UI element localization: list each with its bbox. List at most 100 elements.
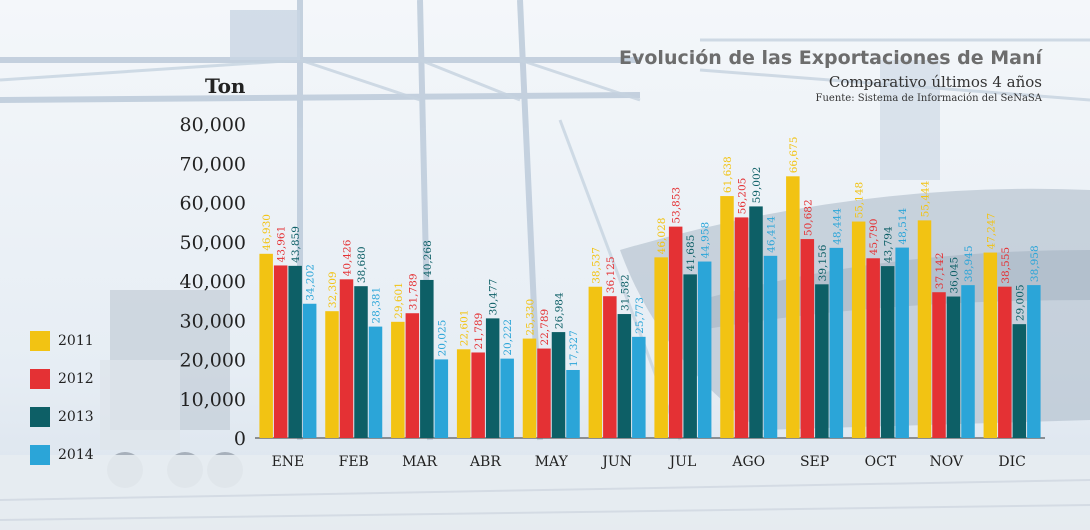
data-label: 44,958 [700, 222, 712, 259]
bar-2012-may [537, 348, 551, 438]
data-label: 21,789 [473, 313, 485, 350]
data-label: 55,148 [854, 182, 866, 219]
data-label: 31,582 [619, 274, 631, 311]
legend: 2011 2012 2013 2014 [30, 322, 94, 474]
data-label: 46,414 [766, 216, 778, 253]
data-label: 61,638 [722, 156, 734, 193]
bar-2013-sep [815, 284, 829, 438]
x-tick-label: MAY [535, 454, 569, 470]
data-label: 55,444 [920, 180, 932, 217]
y-tick-label: 0 [234, 428, 246, 450]
bar-2014-jul [697, 261, 712, 438]
x-tick-label: AGO [731, 454, 765, 470]
data-label: 22,789 [539, 309, 551, 346]
data-label: 25,773 [634, 297, 646, 334]
bar-2012-nov [932, 292, 946, 438]
y-tick-label: 50,000 [180, 232, 246, 254]
y-tick-label: 70,000 [180, 153, 246, 175]
data-label: 46,028 [656, 218, 668, 255]
legend-label: 2011 [58, 333, 94, 349]
data-label: 48,444 [831, 208, 843, 245]
bar-2011-jun [588, 286, 603, 438]
y-tick-label: 30,000 [180, 310, 246, 332]
data-label: 40,268 [422, 240, 434, 277]
bar-2014-ene [302, 303, 317, 438]
bar-2011-jul [654, 257, 668, 438]
bar-2011-mar [391, 321, 405, 438]
bar-2014-feb [368, 326, 383, 438]
data-label: 29,005 [1014, 284, 1026, 321]
data-label: 17,327 [568, 330, 580, 367]
bar-2013-nov [946, 296, 961, 438]
bar-2011-ago [720, 196, 734, 438]
legend-label: 2013 [58, 409, 94, 425]
legend-item-2011: 2011 [30, 322, 94, 360]
bar-2013-jul [683, 274, 697, 438]
legend-swatch-2014 [30, 445, 50, 465]
data-label: 39,156 [817, 244, 829, 281]
data-label: 25,330 [525, 299, 537, 336]
bar-2014-sep [829, 247, 844, 438]
x-tick-label: JUL [668, 454, 697, 470]
bar-2011-sep [786, 176, 800, 438]
y-axis-label: Ton [205, 74, 246, 98]
bar-2011-feb [325, 311, 339, 438]
data-label: 20,222 [502, 319, 514, 356]
bar-2013-mar [420, 279, 434, 438]
data-label: 26,984 [554, 292, 566, 329]
bar-2012-ene [273, 265, 288, 438]
data-label: 22,601 [459, 310, 471, 347]
data-label: 43,859 [290, 226, 302, 263]
bar-2012-oct [866, 258, 880, 438]
bar-2013-jun [617, 314, 632, 438]
bar-2012-abr [471, 352, 485, 438]
x-tick-label: ENE [272, 454, 305, 470]
data-label: 66,675 [788, 137, 800, 174]
bar-2013-may [551, 332, 566, 438]
data-label: 46,930 [261, 214, 273, 251]
bar-2012-feb [339, 279, 354, 438]
bar-2012-mar [405, 313, 420, 438]
legend-swatch-2012 [30, 369, 50, 389]
y-tick-label: 10,000 [180, 389, 246, 411]
legend-item-2012: 2012 [30, 360, 94, 398]
data-label: 41,685 [685, 235, 697, 272]
data-label: 43,961 [276, 226, 288, 263]
bar-2013-abr [485, 318, 500, 438]
bar-2012-jul [668, 226, 683, 438]
chart-title: Evolución de las Exportaciones de Maní [619, 47, 1042, 69]
data-label: 38,945 [963, 245, 975, 282]
data-label: 31,789 [407, 273, 419, 310]
legend-swatch-2011 [30, 331, 50, 351]
data-label: 38,555 [1000, 247, 1012, 284]
bar-2013-ago [749, 206, 763, 438]
bar-2013-oct [880, 266, 895, 438]
bar-2013-dic [1012, 324, 1027, 438]
x-tick-label: FEB [339, 454, 369, 470]
data-label: 40,426 [342, 239, 354, 276]
bar-2014-abr [500, 358, 514, 438]
data-label: 36,045 [949, 257, 961, 294]
bar-2011-oct [851, 221, 866, 438]
y-tick-label: 20,000 [180, 350, 246, 372]
data-label: 53,853 [671, 187, 683, 224]
data-label: 34,202 [305, 264, 317, 301]
bar-2011-dic [983, 252, 998, 438]
data-label: 47,247 [985, 213, 997, 250]
data-label: 37,142 [934, 252, 946, 289]
data-label: 45,790 [868, 219, 880, 256]
data-label: 28,381 [371, 287, 383, 324]
data-label: 20,025 [436, 320, 448, 357]
data-label: 43,794 [883, 226, 895, 263]
data-label: 48,514 [897, 208, 909, 245]
bar-2013-feb [354, 286, 368, 438]
bar-2013-ene [288, 265, 302, 438]
chart-source: Fuente: Sistema de Información del SeNaS… [815, 93, 1042, 104]
bar-2012-ago [734, 217, 749, 438]
bar-2012-dic [998, 286, 1012, 438]
x-tick-label: JUN [600, 454, 632, 470]
legend-swatch-2013 [30, 407, 50, 427]
data-label: 38,958 [1029, 245, 1041, 282]
data-label: 38,680 [356, 246, 368, 283]
